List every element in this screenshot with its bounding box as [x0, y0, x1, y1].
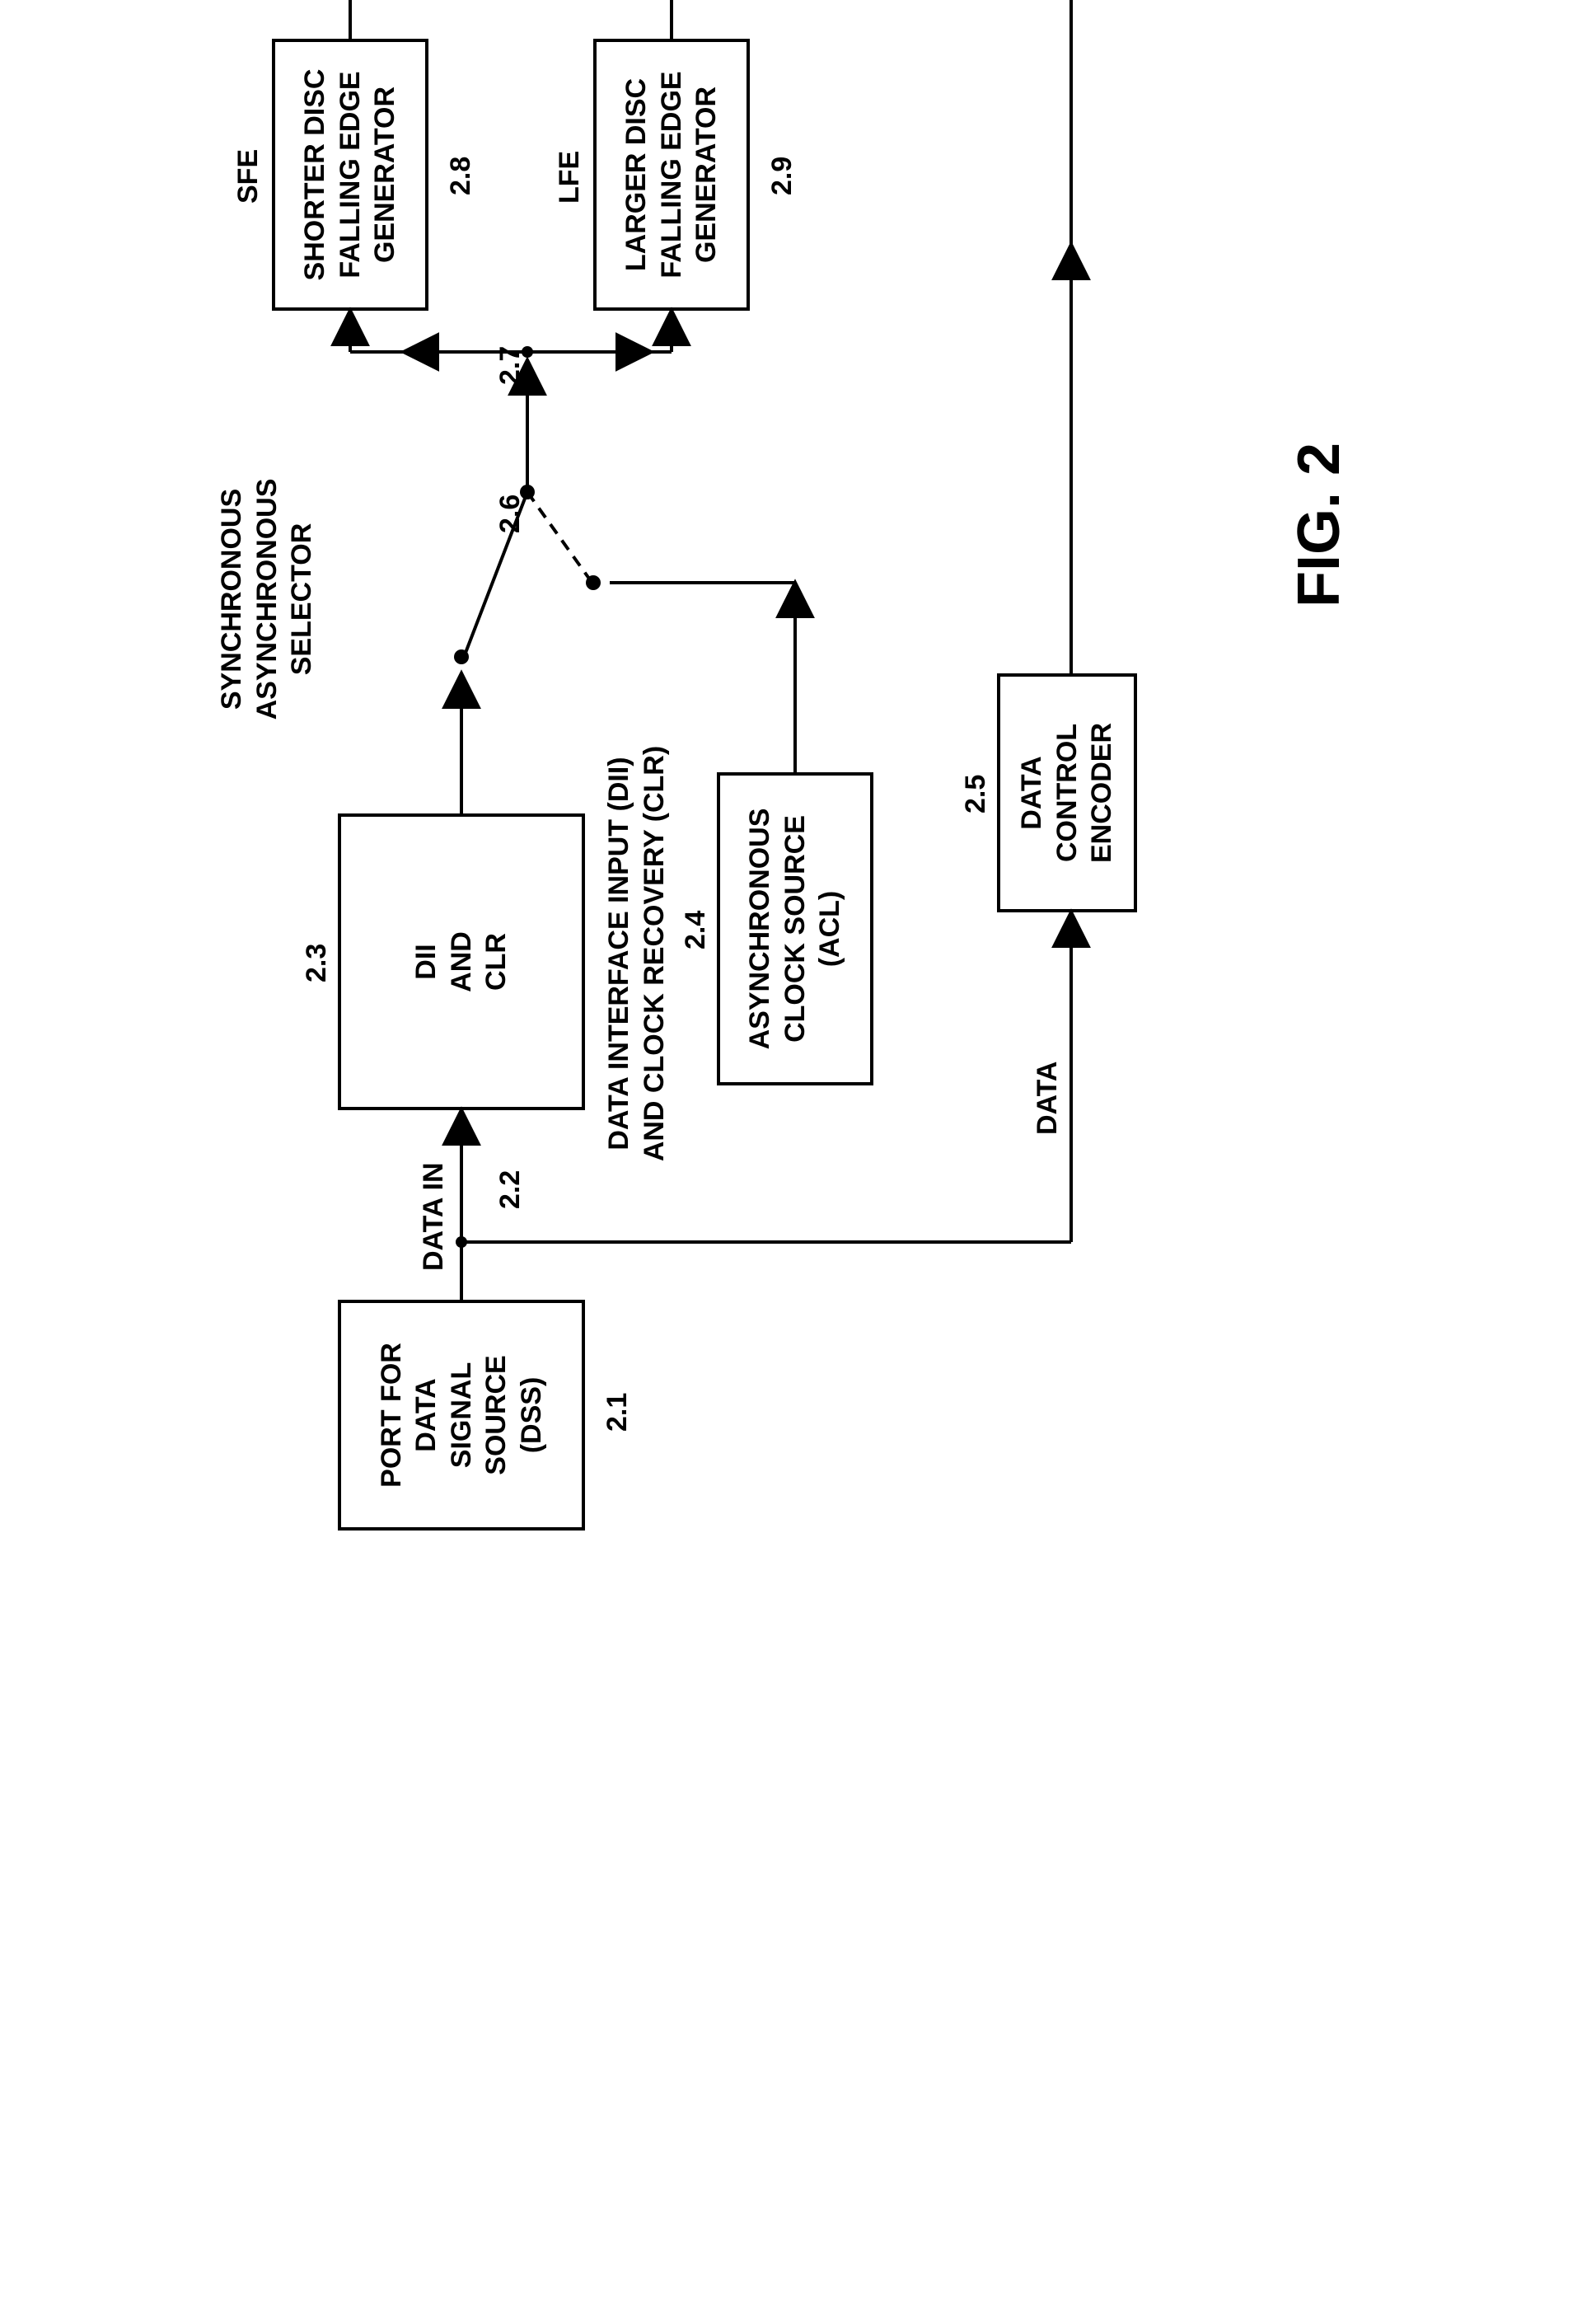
diagram-canvas: PORT FOR DATA SIGNAL SOURCE (DSS) 2.1 DI… — [0, 0, 1596, 1596]
wiring-svg — [0, 0, 1596, 1596]
